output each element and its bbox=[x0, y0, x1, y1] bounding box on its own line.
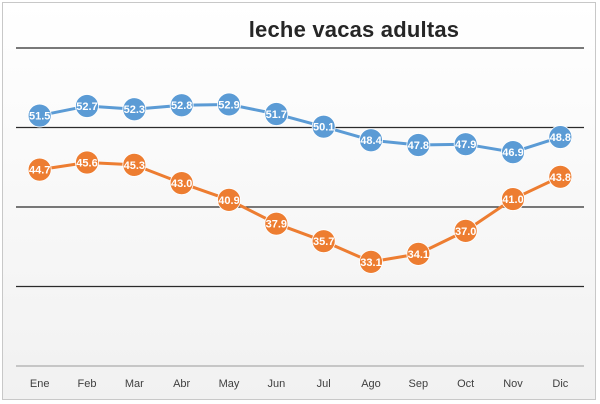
data-point bbox=[27, 103, 52, 128]
series-line-2 bbox=[38, 160, 562, 264]
data-label: 51.5 bbox=[29, 111, 50, 123]
data-point bbox=[548, 164, 573, 189]
data-label: 37.9 bbox=[266, 219, 287, 231]
data-point bbox=[453, 132, 478, 157]
data-point bbox=[501, 140, 525, 165]
data-point bbox=[75, 150, 99, 175]
series-line-1 bbox=[38, 102, 562, 154]
x-tick-label: Dic bbox=[552, 378, 568, 390]
data-label: 48.4 bbox=[360, 135, 382, 147]
x-tick-label: Ene bbox=[30, 378, 50, 390]
data-label: 52.7 bbox=[76, 101, 97, 113]
data-label: 47.9 bbox=[455, 139, 476, 151]
data-label: 50.1 bbox=[313, 122, 334, 134]
data-point bbox=[311, 229, 336, 254]
data-label: 51.7 bbox=[266, 109, 287, 121]
data-point bbox=[122, 97, 147, 122]
data-point bbox=[75, 94, 99, 118]
data-label: 45.6 bbox=[76, 157, 97, 169]
data-label: 43.0 bbox=[171, 178, 192, 190]
x-tick-label: Feb bbox=[78, 378, 97, 390]
data-point bbox=[359, 128, 383, 153]
data-label: 43.8 bbox=[550, 172, 571, 184]
chart-area: leche vacas adultas bbox=[2, 2, 596, 400]
data-point bbox=[311, 114, 336, 139]
data-point bbox=[169, 93, 194, 118]
data-label: 45.3 bbox=[124, 160, 145, 172]
x-tick-label: Ago bbox=[361, 378, 381, 390]
data-label: 37.0 bbox=[455, 226, 476, 238]
x-tick-label: Nov bbox=[503, 378, 523, 390]
data-point bbox=[406, 242, 431, 266]
x-tick-label: May bbox=[219, 378, 240, 390]
data-label: 52.3 bbox=[124, 104, 145, 116]
data-point bbox=[217, 92, 241, 117]
x-tick-label: Jul bbox=[317, 378, 331, 390]
data-label: 47.8 bbox=[408, 140, 429, 152]
data-label: 52.8 bbox=[171, 100, 192, 112]
data-point bbox=[27, 157, 52, 182]
data-point bbox=[501, 187, 525, 211]
x-tick-label: Mar bbox=[125, 378, 144, 390]
data-label: 35.7 bbox=[313, 236, 334, 248]
data-label: 33.1 bbox=[360, 257, 381, 269]
data-label: 48.8 bbox=[550, 132, 571, 144]
data-label: 52.9 bbox=[218, 99, 239, 111]
x-tick-label: Jun bbox=[267, 378, 285, 390]
data-label: 46.9 bbox=[502, 147, 523, 159]
data-point bbox=[406, 133, 431, 157]
data-label: 44.7 bbox=[29, 165, 50, 177]
data-point bbox=[264, 102, 289, 126]
data-label: 41.0 bbox=[502, 194, 523, 206]
x-tick-label: Abr bbox=[173, 378, 190, 390]
data-point bbox=[169, 171, 194, 196]
data-point bbox=[264, 211, 289, 236]
x-tick-label: Oct bbox=[457, 378, 474, 390]
data-point bbox=[359, 249, 383, 274]
data-point bbox=[217, 187, 241, 212]
data-point bbox=[548, 125, 573, 149]
data-label: 34.1 bbox=[408, 249, 429, 261]
data-label: 40.9 bbox=[218, 195, 239, 207]
data-point bbox=[122, 152, 147, 177]
chart-title: leche vacas adultas bbox=[248, 17, 460, 42]
x-tick-label: Sep bbox=[409, 378, 429, 390]
data-point bbox=[453, 218, 478, 243]
